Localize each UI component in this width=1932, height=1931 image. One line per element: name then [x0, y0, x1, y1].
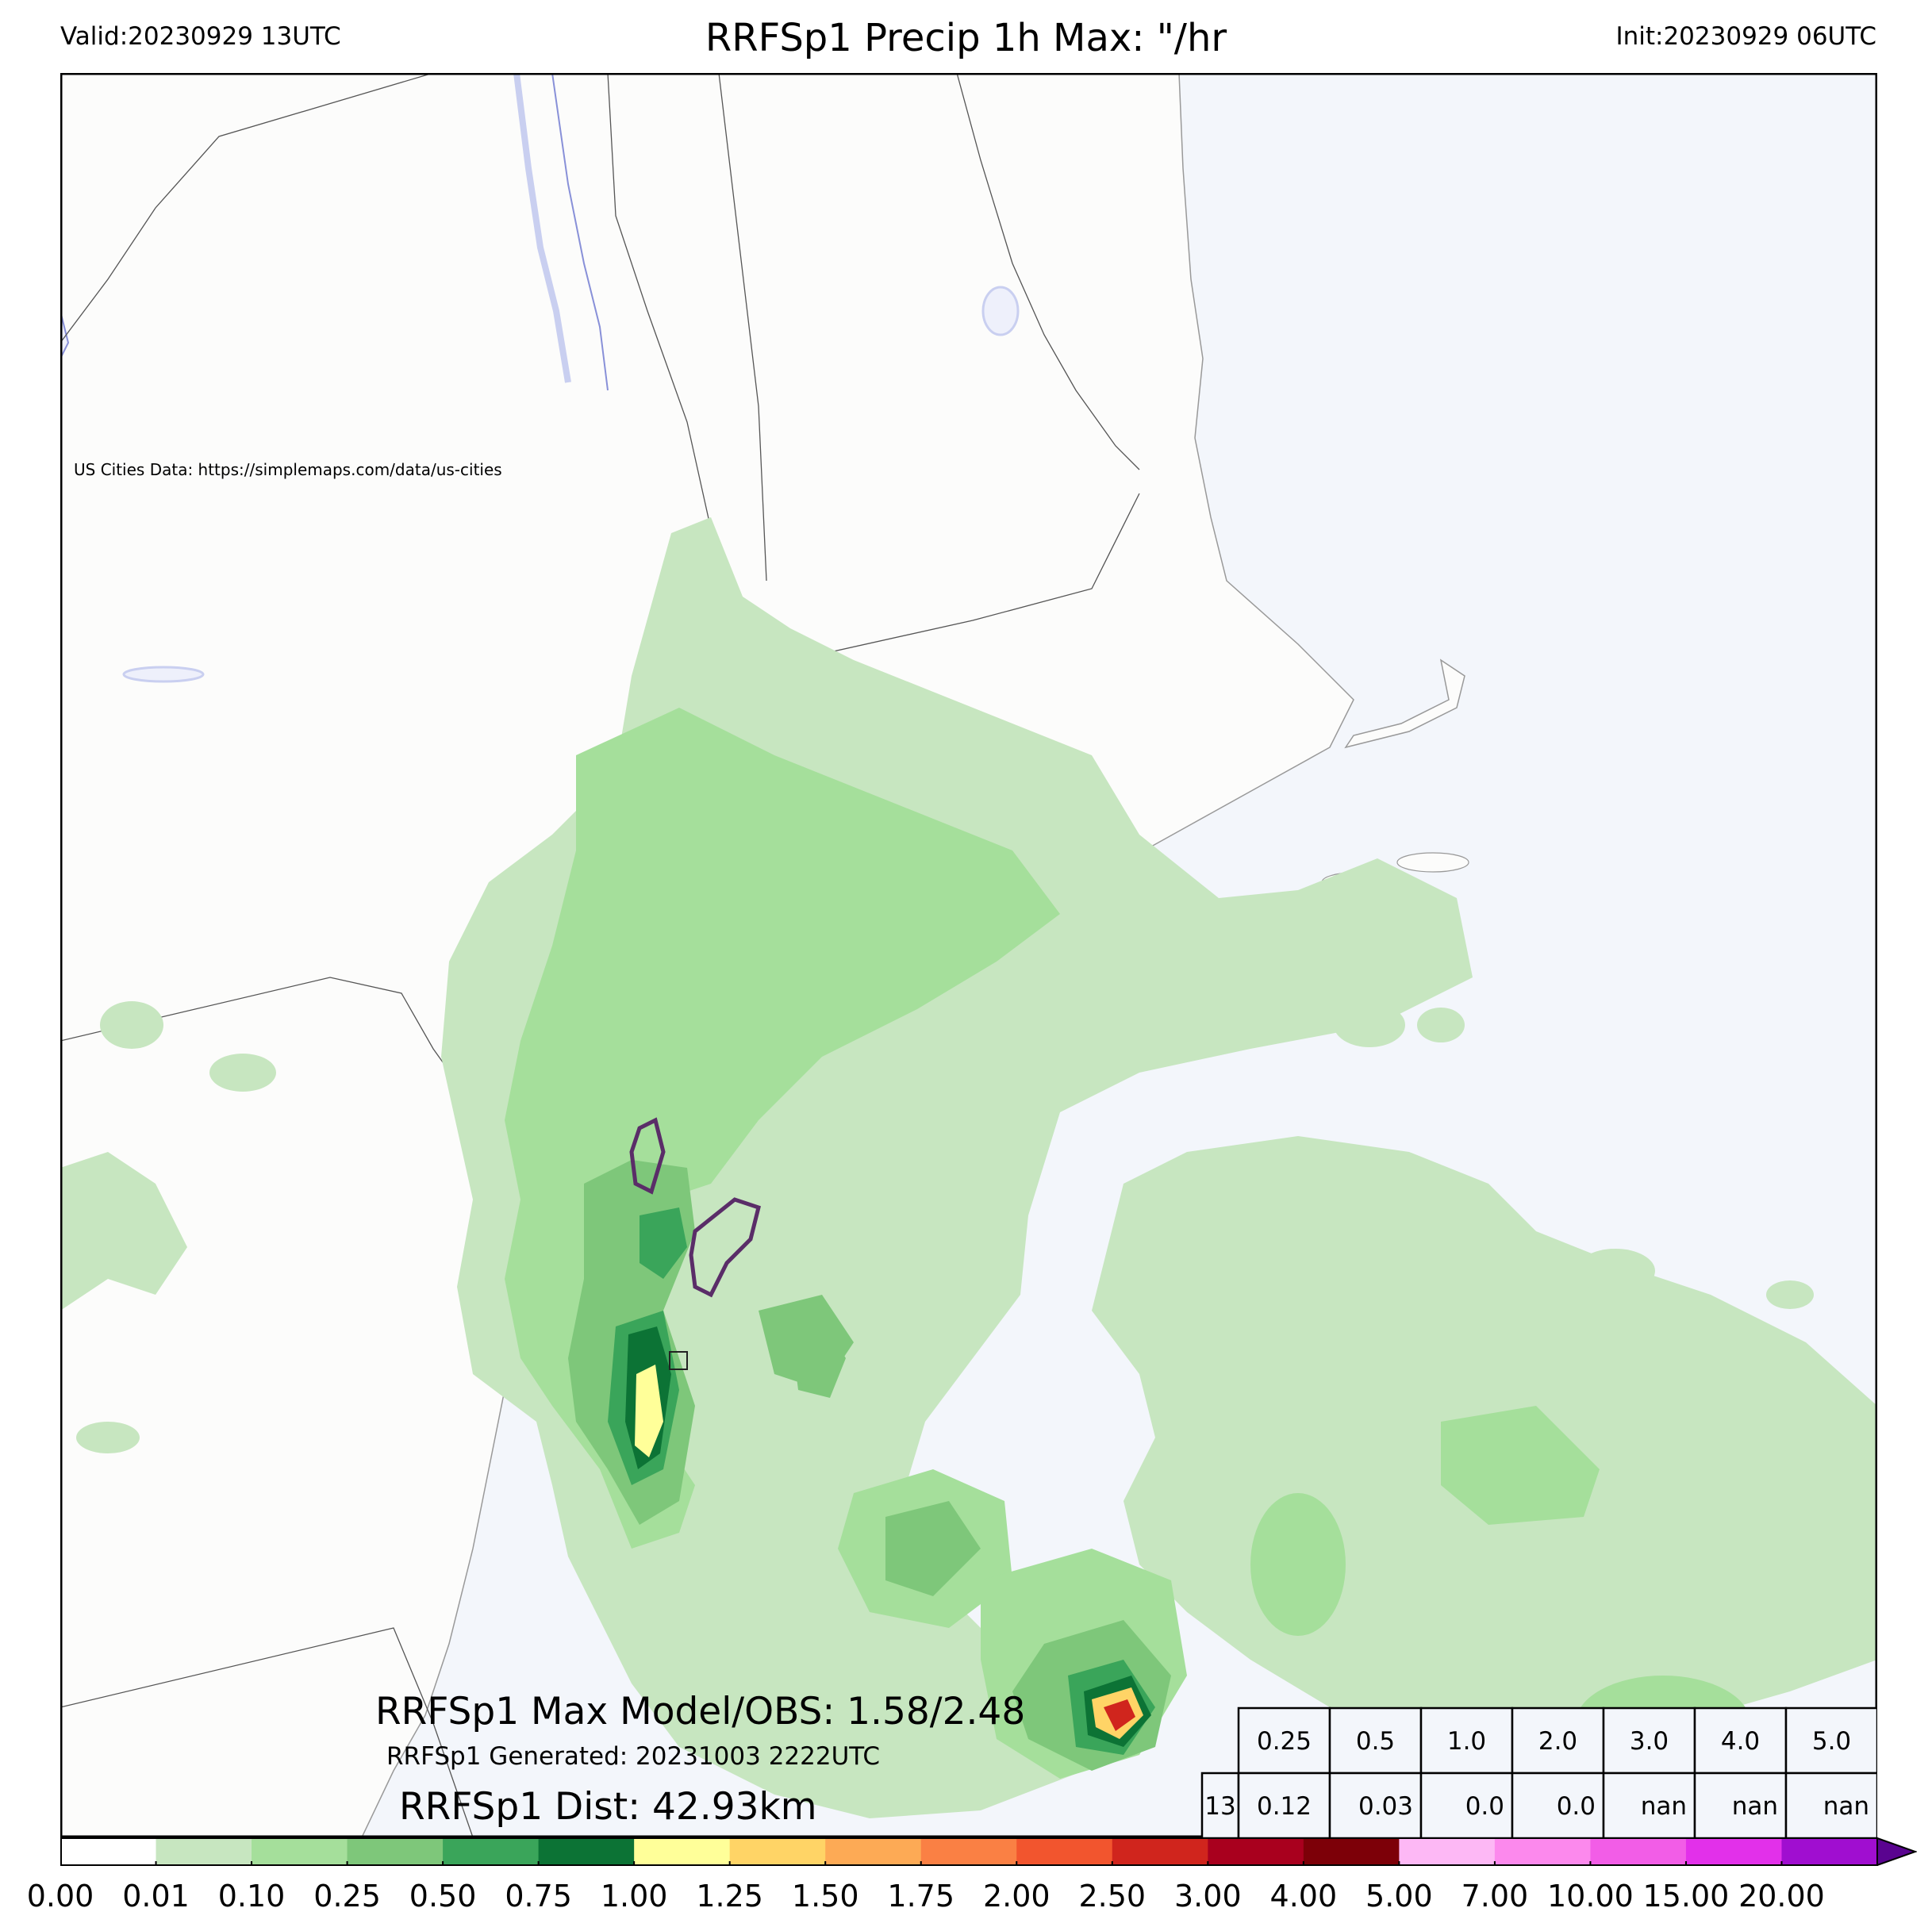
colorbar-swatch — [1112, 1838, 1208, 1865]
colorbar-swatch — [60, 1838, 157, 1865]
table-cell: 13 — [1204, 1792, 1235, 1821]
colorbar-tick-label: 1.25 — [696, 1879, 763, 1914]
table-cell: 0.12 — [1257, 1792, 1312, 1821]
table-cell: 5.0 — [1812, 1727, 1851, 1756]
colorbar-swatch — [1685, 1838, 1782, 1865]
colorbar-swatch — [443, 1838, 540, 1865]
colorbar-tick-label: 0.10 — [217, 1879, 286, 1914]
chart-title: RRFSp1 Precip 1h Max: "/hr — [705, 16, 1227, 60]
colorbar-extend — [1876, 1837, 1917, 1866]
colorbar-swatch — [1590, 1838, 1687, 1865]
colorbar-tick-label: 0.01 — [122, 1879, 190, 1914]
colorbar-tick-label: 1.75 — [887, 1879, 955, 1914]
colorbar-swatch — [252, 1838, 348, 1865]
colorbar-tick-label: 1.00 — [600, 1879, 668, 1914]
threshold-table: 0.25 0.5 1.0 2.0 3.0 4.0 5.0 13 0.12 0.03 0.0 0.0 na… — [1200, 1706, 1877, 1837]
colorbar-swatch — [1399, 1838, 1496, 1865]
colorbar-swatch — [825, 1838, 922, 1865]
colorbar-tick-label: 2.50 — [1078, 1879, 1147, 1914]
table-cell: 1.0 — [1447, 1727, 1486, 1756]
colorbar-swatch — [634, 1838, 731, 1865]
colorbar-swatch — [1016, 1838, 1113, 1865]
precip-map — [60, 73, 1877, 1837]
colorbar-tick-label: 0.50 — [409, 1879, 477, 1914]
colorbar-tick-label: 15.00 — [1642, 1879, 1730, 1914]
valid-time: Valid:20230929 13UTC — [60, 22, 341, 51]
colorbar-swatch — [1208, 1838, 1304, 1865]
max-model-obs: RRFSp1 Max Model/OBS: 1.58/2.48 — [375, 1690, 1026, 1733]
colorbar-tick-label: 2.00 — [982, 1879, 1051, 1914]
colorbar-tick-label: 0.00 — [26, 1879, 94, 1914]
colorbar-tick-label: 4.00 — [1269, 1879, 1338, 1914]
colorbar-tick-label: 5.00 — [1365, 1879, 1433, 1914]
colorbar — [60, 1837, 1917, 1866]
table-cell: 0.25 — [1257, 1727, 1312, 1756]
table-cell: nan — [1823, 1792, 1869, 1821]
colorbar-tick-label: 7.00 — [1461, 1879, 1529, 1914]
table-cell: 0.0 — [1465, 1792, 1504, 1821]
colorbar-swatch — [1303, 1838, 1400, 1865]
colorbar-tick-label: 3.00 — [1174, 1879, 1242, 1914]
colorbar-swatch — [347, 1838, 444, 1865]
table-cell: 0.0 — [1557, 1792, 1596, 1821]
data-credit: US Cities Data: https://simplemaps.com/d… — [74, 460, 502, 479]
init-time: Init:20230929 06UTC — [1615, 22, 1876, 51]
colorbar-swatch — [920, 1838, 1017, 1865]
distance: RRFSp1 Dist: 42.93km — [399, 1785, 817, 1829]
table-cell: 0.03 — [1358, 1792, 1413, 1821]
table-cell: nan — [1641, 1792, 1687, 1821]
colorbar-swatch — [1781, 1838, 1878, 1865]
table-cell: nan — [1732, 1792, 1778, 1821]
table-cell: 2.0 — [1538, 1727, 1577, 1756]
colorbar-tick-label: 10.00 — [1547, 1879, 1634, 1914]
colorbar-swatch — [156, 1838, 252, 1865]
table-cell: 0.5 — [1356, 1727, 1395, 1756]
colorbar-tick-label: 0.75 — [505, 1879, 572, 1914]
colorbar-swatch — [1494, 1838, 1591, 1865]
colorbar-tick-label: 1.50 — [791, 1879, 859, 1914]
colorbar-tick-label: 0.25 — [313, 1879, 381, 1914]
table-cell: 3.0 — [1630, 1727, 1669, 1756]
cape-cod — [1344, 658, 1465, 749]
table-cell: 4.0 — [1721, 1727, 1760, 1756]
colorbar-tick-label: 20.00 — [1738, 1879, 1825, 1914]
precip-field — [60, 517, 1877, 1818]
colorbar-swatch — [729, 1838, 826, 1865]
colorbar-swatch — [538, 1838, 635, 1865]
generated-time: RRFSp1 Generated: 20231003 2222UTC — [386, 1742, 881, 1771]
